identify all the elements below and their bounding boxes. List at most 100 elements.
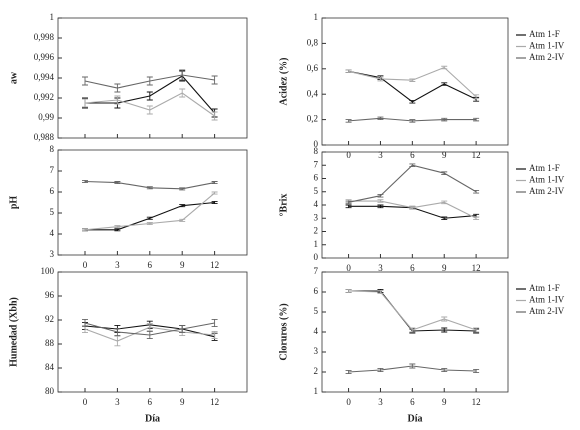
- y-tick-label: 1: [314, 386, 319, 396]
- y-tick-label: 4: [50, 228, 55, 238]
- error-bar: [211, 201, 218, 204]
- x-tick-label: 12: [210, 397, 219, 407]
- y-tick-label: 7: [314, 159, 319, 169]
- error-bar: [377, 199, 384, 203]
- legend-label: Atm 1-IV: [529, 295, 565, 305]
- legend-label: Atm 1-F: [529, 283, 560, 293]
- error-bar: [345, 369, 352, 375]
- x-tick-label: 9: [442, 397, 447, 407]
- y-tick-label: 5: [314, 186, 319, 196]
- y-axis-label: pH: [8, 196, 19, 210]
- y-tick-label: 3: [50, 249, 55, 259]
- y-tick-label: 0,992: [34, 92, 54, 102]
- series-line: [85, 201, 215, 231]
- error-bar: [114, 327, 121, 337]
- x-tick-label: 0: [346, 150, 351, 160]
- y-axis-label: aw: [8, 71, 19, 84]
- x-tick-label: 6: [410, 397, 415, 407]
- y-axis-label: Humedad (Xbh): [8, 297, 19, 367]
- error-bar: [179, 218, 186, 222]
- error-bar: [146, 91, 153, 101]
- error-bar: [409, 205, 416, 210]
- error-bar: [441, 367, 448, 373]
- error-bar: [441, 216, 448, 221]
- x-axis-label: Día: [145, 413, 160, 424]
- error-bar: [409, 78, 416, 82]
- x-tick-label: 12: [210, 260, 219, 270]
- error-bar: [82, 318, 88, 328]
- error-bar: [377, 289, 384, 295]
- error-bar: [211, 111, 218, 121]
- y-tick-label: 6: [50, 186, 55, 196]
- series-line: [348, 66, 477, 98]
- error-bar: [473, 327, 480, 333]
- error-bar: [82, 98, 88, 108]
- y-tick-label: 0,99: [38, 112, 54, 122]
- x-tick-label: 12: [472, 263, 481, 273]
- plot-frame: [57, 271, 248, 393]
- y-tick-label: 0,2: [307, 114, 318, 124]
- x-tick-label: 6: [410, 263, 415, 273]
- x-tick-label: 6: [148, 397, 153, 407]
- y-tick-label: 0: [314, 252, 319, 262]
- error-bar: [377, 193, 384, 198]
- y-tick-label: 0,4: [307, 88, 319, 98]
- y-tick-label: 1: [314, 239, 319, 249]
- y-tick-label: 7: [314, 266, 319, 276]
- y-tick-label: 0,988: [34, 132, 55, 142]
- x-tick-label: 9: [442, 263, 447, 273]
- error-bar: [146, 186, 153, 190]
- x-tick-label: 3: [378, 150, 383, 160]
- y-axis-label: °Brix: [278, 194, 289, 217]
- error-bar: [146, 222, 153, 225]
- y-tick-label: 88: [45, 338, 55, 348]
- x-tick-label: 0: [83, 397, 88, 407]
- error-bar: [179, 187, 186, 191]
- error-bar: [409, 363, 416, 369]
- y-tick-label: 1: [314, 12, 319, 22]
- error-bar: [473, 94, 480, 100]
- y-tick-label: 1: [50, 12, 55, 22]
- error-bar: [211, 191, 218, 195]
- x-tick-label: 12: [472, 150, 481, 160]
- y-axis-label: Cloruros (%): [278, 303, 289, 360]
- series-line: [348, 290, 477, 331]
- error-bar: [441, 316, 448, 322]
- error-bar: [441, 327, 448, 333]
- error-bar: [409, 163, 416, 168]
- y-tick-label: 8: [50, 144, 55, 154]
- error-bar: [82, 180, 88, 183]
- error-bar: [441, 117, 448, 122]
- error-bar: [211, 318, 218, 328]
- y-tick-label: 0,6: [307, 63, 319, 73]
- error-bar: [82, 228, 88, 232]
- error-bar: [179, 69, 186, 81]
- error-bar: [114, 95, 121, 105]
- legend-label: Atm 2-IV: [529, 306, 565, 316]
- y-tick-label: 2: [314, 366, 319, 376]
- x-axis-label: Día: [408, 413, 423, 424]
- y-tick-label: 80: [45, 386, 55, 396]
- error-bar: [377, 367, 384, 373]
- error-bar: [211, 330, 218, 340]
- legend-label: Atm 2-IV: [529, 186, 565, 196]
- error-bar: [146, 76, 153, 86]
- y-tick-label: 6: [314, 173, 319, 183]
- error-bar: [345, 69, 352, 74]
- error-bar: [114, 181, 121, 185]
- y-tick-label: 5: [314, 306, 319, 316]
- y-tick-label: 0,8: [307, 37, 319, 47]
- plot-frame: [57, 17, 248, 139]
- error-bar: [473, 216, 480, 221]
- x-tick-label: 6: [410, 150, 415, 160]
- error-bar: [441, 65, 448, 70]
- y-tick-label: 3: [314, 346, 319, 356]
- error-bar: [82, 76, 88, 86]
- x-tick-label: 3: [378, 397, 383, 407]
- error-bar: [473, 189, 480, 194]
- y-tick-label: 4: [314, 199, 319, 209]
- y-tick-label: 5: [50, 207, 55, 217]
- x-tick-label: 9: [442, 150, 447, 160]
- plot-frame: [321, 17, 509, 146]
